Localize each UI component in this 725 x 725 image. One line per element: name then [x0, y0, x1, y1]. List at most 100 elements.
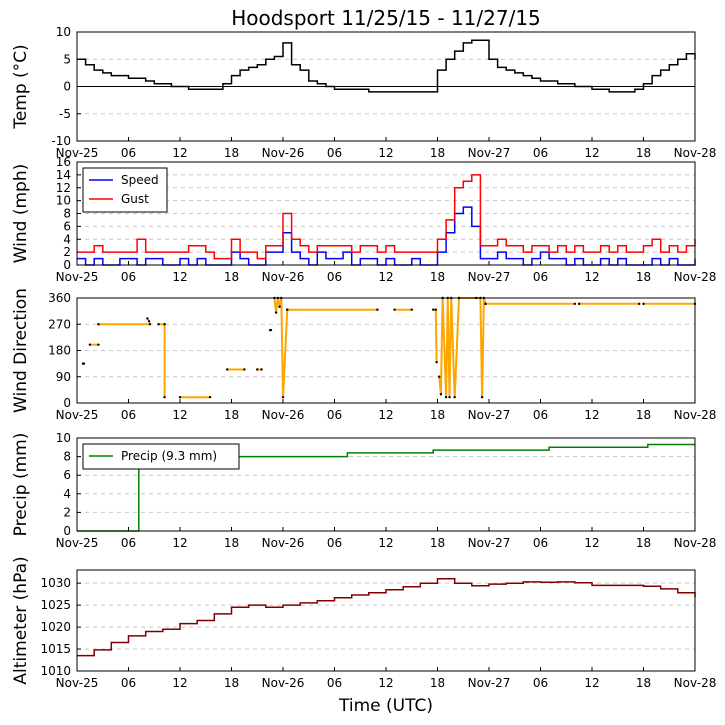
direction-point: [376, 308, 379, 311]
altimeter-x-tick-label: 12: [172, 676, 187, 690]
direction-segment: [438, 297, 444, 395]
altimeter-x-tick-label: 18: [430, 676, 445, 690]
temp-x-tick-label: 06: [533, 146, 548, 160]
altimeter-x-tick-label: Nov-25: [56, 676, 99, 690]
direction-y-tick-label: 90: [56, 370, 71, 384]
altimeter-y-tick-label: 1020: [40, 620, 71, 634]
wind-x-tick-label: 06: [327, 270, 342, 284]
wind-y-tick-label: 0: [63, 258, 71, 272]
wind-y-tick-label: 16: [56, 155, 71, 169]
direction-point: [642, 302, 645, 306]
altimeter-x-tick-label: 12: [378, 676, 393, 690]
chart-title: Hoodsport 11/25/15 - 11/27/15: [231, 6, 541, 30]
wind-x-tick-label: Nov-26: [262, 270, 305, 284]
precip-x-tick-label: 06: [533, 536, 548, 550]
precip-x-tick-label: 18: [636, 536, 651, 550]
direction-axes-frame: [76, 297, 696, 404]
precip-x-tick-label: Nov-27: [468, 536, 511, 550]
wind-axes-frame: [76, 161, 696, 266]
wind-x-tick-label: 18: [224, 270, 239, 284]
direction-point: [82, 362, 86, 365]
wind-y-axis-label: Wind (mph): [11, 164, 31, 264]
panel-temp: -10 -5 0 5 10 Nov-25 06 12 18 Nov-26 06 12 18 Nov-27 0…: [11, 25, 716, 160]
direction-point: [435, 360, 438, 364]
precip-x-tick-label: Nov-28: [674, 536, 717, 550]
direction-point: [281, 395, 285, 399]
direction-x-tick-label: 06: [121, 408, 136, 422]
temp-x-tick-label: 12: [172, 146, 187, 160]
wind-series-gust-line: [77, 174, 696, 260]
wind-x-tick-label: 18: [636, 270, 651, 284]
direction-point: [243, 368, 246, 371]
temp-x-tick-label: Nov-28: [674, 146, 717, 160]
temp-x-tick-label: Nov-26: [262, 146, 305, 160]
wind-x-tick-label: 06: [121, 270, 136, 284]
precip-y-tick-label: 0: [63, 524, 71, 538]
temp-y-axis-label: Temp (°C): [11, 44, 31, 129]
temp-x-tick-label: Nov-27: [468, 146, 511, 160]
wind-x-tick-label: Nov-25: [56, 270, 99, 284]
temp-y-tick-label: 5: [63, 52, 71, 66]
precip-x-tick-label: Nov-25: [56, 536, 99, 550]
temp-y-tick-label: -10: [51, 134, 71, 148]
direction-x-tick-label: 06: [327, 408, 342, 422]
direction-segment: [441, 297, 487, 398]
temp-y-tick-label: -5: [59, 107, 71, 121]
wind-x-tick-label: 12: [378, 270, 393, 284]
precip-x-tick-label: 06: [327, 536, 342, 550]
direction-point: [573, 302, 577, 306]
direction-point: [434, 308, 437, 311]
direction-point: [393, 308, 396, 311]
direction-point: [146, 317, 149, 320]
temp-series-temp-line: [77, 39, 696, 93]
direction-point: [260, 368, 263, 371]
direction-point: [157, 323, 160, 326]
wind-y-tick-label: 4: [63, 232, 71, 246]
precip-y-tick-label: 2: [63, 505, 71, 519]
wind-y-tick-label: 10: [56, 194, 71, 208]
altimeter-axes-frame: [76, 569, 696, 672]
wind-legend-label: Speed: [121, 173, 159, 187]
altimeter-x-tick-label: 06: [533, 676, 548, 690]
altimeter-x-tick-label: 06: [121, 676, 136, 690]
direction-point: [97, 323, 100, 326]
precip-series-precip-line: [77, 443, 695, 532]
direction-x-tick-label: 06: [533, 408, 548, 422]
temp-x-tick-label: 06: [121, 146, 136, 160]
wind-y-tick-label: 2: [63, 245, 71, 259]
direction-point: [178, 395, 182, 399]
wind-legend-box: [82, 167, 168, 213]
direction-point: [577, 302, 581, 306]
precip-y-tick-label: 10: [56, 431, 71, 445]
direction-point: [256, 368, 259, 371]
precip-x-tick-label: 18: [224, 536, 239, 550]
precip-x-tick-label: 12: [172, 536, 187, 550]
altimeter-x-tick-label: 18: [636, 676, 651, 690]
wind-legend: Speed Gust: [82, 167, 168, 213]
altimeter-y-axis-label: Altimeter (hPa): [11, 556, 31, 684]
direction-point: [438, 375, 441, 378]
altimeter-y-tick-label: 1025: [40, 598, 71, 612]
direction-point: [97, 343, 100, 346]
panel-altimeter: 1010 1015 1020 1025 1030 Nov-25 06 12 18 Nov-26 06…: [11, 556, 716, 690]
direction-segment: [158, 323, 166, 398]
direction-y-tick-label: 180: [48, 344, 71, 358]
direction-x-tick-label: Nov-26: [262, 408, 305, 422]
direction-y-tick-label: 360: [48, 291, 71, 305]
altimeter-y-tick-label: 1030: [40, 576, 71, 590]
precip-x-tick-label: 06: [121, 536, 136, 550]
altimeter-x-tick-label: Nov-27: [468, 676, 511, 690]
altimeter-x-tick-label: Nov-26: [262, 676, 305, 690]
temp-x-tick-label: 12: [378, 146, 393, 160]
x-axis-label: Time (UTC): [338, 696, 433, 716]
wind-y-tick-label: 8: [63, 207, 71, 221]
altimeter-x-tick-label: 18: [224, 676, 239, 690]
altimeter-x-tick-label: 06: [327, 676, 342, 690]
direction-point: [444, 395, 448, 399]
precip-legend-label: Precip (9.3 mm): [121, 449, 217, 463]
panel-direction: 0 90 180 270 360 Nov-25 06 12 18 Nov-26 06 12 18 Nov-…: [11, 288, 716, 422]
wind-x-tick-label: Nov-28: [674, 270, 717, 284]
direction-point: [278, 305, 281, 308]
